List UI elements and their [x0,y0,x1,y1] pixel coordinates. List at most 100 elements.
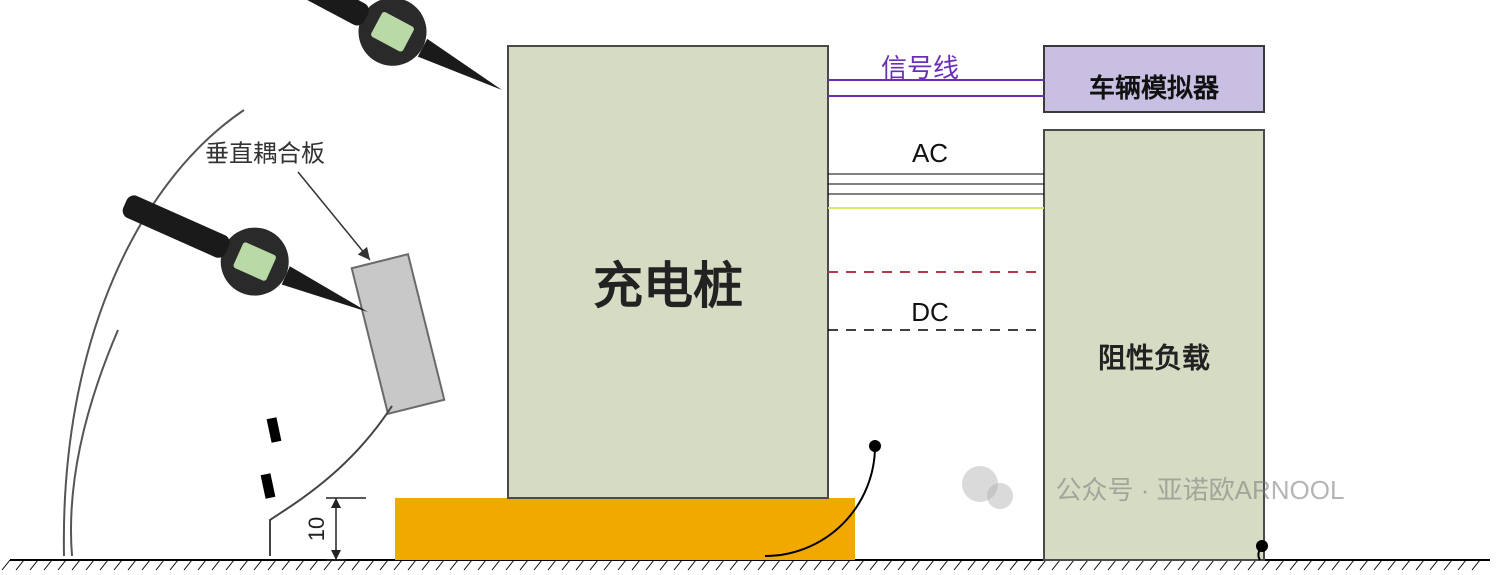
ground-hatch [1066,560,1074,570]
ground-hatch [254,560,262,570]
ground-hatch [1388,560,1396,570]
ground-hatch [1094,560,1102,570]
probe-cable [71,330,118,556]
ground-hatch [1192,560,1200,570]
ground-hatch [16,560,24,570]
ground-hatch [100,560,108,570]
simulator-label: 车辆模拟器 [1089,73,1220,103]
ground-hatch [352,560,360,570]
ground-hatch [2,560,10,570]
ground-hatch [310,560,318,570]
ground-hatch [30,560,38,570]
probe-cable [64,110,244,556]
vcp-label: 垂直耦合板 [205,140,325,167]
ground-hatch [562,560,570,570]
ground-hatch [590,560,598,570]
ground-hatch [1052,560,1060,570]
ground-hatch [240,560,248,570]
ac-label: AC [912,138,948,168]
watermark-text: 公众号 · 亚诺欧ARNOOL [1056,475,1345,505]
ground-hatch [1332,560,1340,570]
ground-hatch [912,560,920,570]
ground-hatch [842,560,850,570]
ground-hatch [674,560,682,570]
ground-hatch [632,560,640,570]
ground-hatch [660,560,668,570]
ground-hatch [744,560,752,570]
ground-hatch [1178,560,1186,570]
ground-hatch [506,560,514,570]
ground-hatch [968,560,976,570]
charger-label: 充电桩 [593,258,743,314]
vcp-plate [352,254,445,414]
ground-hatch [184,560,192,570]
ground-hatch [324,560,332,570]
ground-hatch [268,560,276,570]
ground-hatch [282,560,290,570]
ground-hatch [954,560,962,570]
ground-hatch [198,560,206,570]
ground-hatch [688,560,696,570]
ground-hatch [576,560,584,570]
ground-hatch [58,560,66,570]
ground-hatch [982,560,990,570]
ground-hatch [1402,560,1410,570]
ground-hatch [1164,560,1172,570]
ground-hatch [1024,560,1032,570]
ground-hatch [1038,560,1046,570]
ground-hatch [394,560,402,570]
vcp-cable [270,406,392,556]
esd-probe [111,173,382,343]
ground-hatch [884,560,892,570]
load-label: 阻性负载 [1098,342,1210,373]
height-arrow [331,498,341,508]
ground-hatch [604,560,612,570]
ground-hatch [996,560,1004,570]
ground-hatch [212,560,220,570]
ground-hatch [898,560,906,570]
ground-hatch [296,560,304,570]
ground-hatch [1360,560,1368,570]
ground-hatch [1262,560,1270,570]
ground-hatch [716,560,724,570]
ground-hatch [1080,560,1088,570]
ground-hatch [702,560,710,570]
ground-hatch [856,560,864,570]
ground-hatch [1416,560,1424,570]
ground-hatch [828,560,836,570]
dc-label: DC [911,297,949,327]
ground-hatch [1150,560,1158,570]
ground-hatch [422,560,430,570]
watermark [962,466,1013,509]
ground-hatch [366,560,374,570]
ground-hatch [730,560,738,570]
ground-hatch [170,560,178,570]
ground-hatch [464,560,472,570]
ground-hatch [1234,560,1242,570]
ground-hatch [1304,560,1312,570]
ground-hatch [1290,560,1298,570]
ground-hatch [1248,560,1256,570]
ground-hatch [1374,560,1382,570]
probe-tip-icon [418,39,507,99]
ground-hatch [44,560,52,570]
probe-handle [120,193,232,260]
esd-probe [251,0,518,120]
ground-hatch [380,560,388,570]
ground-hatch [1136,560,1144,570]
ground-hatch [786,560,794,570]
ground-hatch [338,560,346,570]
ground-hatch [758,560,766,570]
ground-hatch [772,560,780,570]
ground-hatch [1318,560,1326,570]
height-label: 10 [304,517,329,541]
ground-hatch [1220,560,1228,570]
height-arrow [331,550,341,560]
ground-hatch [800,560,808,570]
vcp-arrow-head [358,247,370,260]
ground-hatch [436,560,444,570]
ground-hatch [1444,560,1452,570]
ground-hatch [548,560,556,570]
ground-hatch [1122,560,1130,570]
ground-hatch [478,560,486,570]
